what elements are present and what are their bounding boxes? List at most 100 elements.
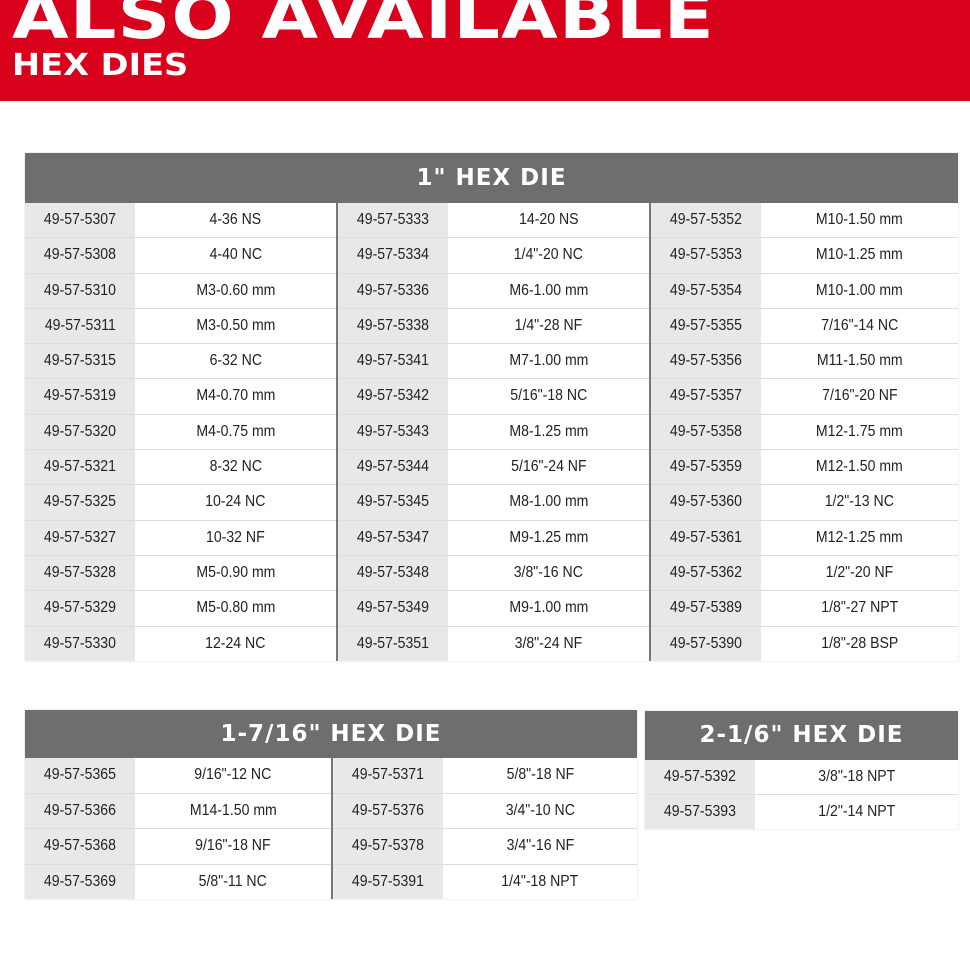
thread-size: M5-0.80 mm bbox=[135, 591, 336, 626]
thread-size: 1/4"-20 NC bbox=[448, 238, 649, 273]
thread-size: 9/16"-12 NC bbox=[135, 758, 331, 793]
thread-size-text: 1/2"-14 NPT bbox=[818, 803, 895, 820]
banner: ALSO AVAILABLE HEX DIES bbox=[0, 0, 970, 101]
part-number-text: 49-57-5342 bbox=[356, 387, 430, 405]
table-title: 1" HEX DIE bbox=[25, 153, 958, 203]
table-row: 49-57-5333 14-20 NS bbox=[338, 203, 649, 239]
part-number: 49-57-5347 bbox=[338, 520, 448, 555]
table-row: 49-57-5356 M11-1.50 mm bbox=[651, 344, 958, 380]
thread-size-text: 3/4"-16 NF bbox=[506, 837, 574, 854]
part-number-text: 49-57-5358 bbox=[669, 422, 743, 440]
thread-size: 7/16"-14 NC bbox=[761, 308, 958, 344]
part-number-text: 49-57-5319 bbox=[43, 387, 117, 405]
part-number: 49-57-5357 bbox=[651, 379, 761, 414]
part-number: 49-57-5358 bbox=[651, 414, 761, 450]
table-row: 49-57-5359 M12-1.50 mm bbox=[651, 450, 958, 486]
part-number-text: 49-57-5362 bbox=[669, 563, 743, 581]
part-number-text: 49-57-5338 bbox=[356, 316, 430, 334]
part-number-text: 49-57-5354 bbox=[669, 281, 743, 299]
part-number: 49-57-5345 bbox=[338, 485, 448, 520]
part-number: 49-57-5393 bbox=[645, 795, 755, 829]
thread-size: 1/8"-27 NPT bbox=[761, 591, 958, 626]
thread-size: 1/2"-20 NF bbox=[761, 555, 958, 591]
table-row: 49-57-5393 1/2"-14 NPT bbox=[645, 795, 958, 829]
part-number-text: 49-57-5348 bbox=[356, 563, 430, 581]
thread-size: 4-40 NC bbox=[135, 238, 336, 273]
table-row: 49-57-5389 1/8"-27 NPT bbox=[651, 591, 958, 627]
table-row: 49-57-5325 10-24 NC bbox=[25, 485, 336, 521]
part-number: 49-57-5362 bbox=[651, 555, 761, 591]
thread-size: 12-24 NC bbox=[135, 626, 336, 661]
thread-size-text: M12-1.50 mm bbox=[816, 458, 903, 476]
table-row: 49-57-5347 M9-1.25 mm bbox=[338, 520, 649, 556]
thread-size-text: 5/8"-18 NF bbox=[506, 766, 574, 783]
part-number: 49-57-5315 bbox=[25, 344, 135, 379]
table-row: 49-57-5362 1/2"-20 NF bbox=[651, 555, 958, 592]
thread-size: 1/4"-18 NPT bbox=[443, 864, 637, 899]
banner-subtitle: HEX DIES bbox=[12, 48, 189, 83]
table-row: 49-57-5342 5/16"-18 NC bbox=[338, 379, 649, 415]
part-number: 49-57-5356 bbox=[651, 344, 761, 379]
part-number: 49-57-5343 bbox=[338, 414, 448, 450]
table-row: 49-57-5319 M4-0.70 mm bbox=[25, 379, 336, 415]
table-1-7-16-inch-hex-die: 1-7/16" HEX DIE 49-57-5365 9/16"-12 NC 49-5… bbox=[25, 710, 637, 899]
part-number: 49-57-5327 bbox=[25, 520, 135, 555]
part-number: 49-57-5342 bbox=[338, 379, 448, 414]
table-row: 49-57-5341 M7-1.00 mm bbox=[338, 344, 649, 380]
part-number: 49-57-5353 bbox=[651, 238, 761, 273]
part-number-text: 49-57-5389 bbox=[669, 599, 743, 617]
thread-size: 3/8"-24 NF bbox=[448, 626, 649, 661]
thread-size: M12-1.25 mm bbox=[761, 520, 958, 555]
table-row: 49-57-5376 3/4"-10 NC bbox=[333, 793, 637, 829]
thread-size-text: 1/2"-13 NC bbox=[824, 493, 895, 511]
thread-size-text: 7/16"-20 NF bbox=[821, 387, 898, 405]
part-number: 49-57-5348 bbox=[338, 555, 448, 591]
thread-size: 5/16"-24 NF bbox=[448, 450, 649, 485]
thread-size: 6-32 NC bbox=[135, 344, 336, 379]
thread-size-text: M12-1.25 mm bbox=[816, 528, 903, 546]
thread-size-text: M5-0.90 mm bbox=[195, 563, 276, 581]
table-row: 49-57-5328 M5-0.90 mm bbox=[25, 555, 336, 592]
table-row: 49-57-5344 5/16"-24 NF bbox=[338, 450, 649, 486]
thread-size: M14-1.50 mm bbox=[135, 793, 331, 828]
part-number: 49-57-5365 bbox=[25, 758, 135, 793]
table-row: 49-57-5358 M12-1.75 mm bbox=[651, 414, 958, 451]
part-number-text: 49-57-5341 bbox=[356, 352, 430, 370]
thread-size: M9-1.00 mm bbox=[448, 591, 649, 626]
thread-size: M10-1.00 mm bbox=[761, 273, 958, 308]
column-group: 49-57-5333 14-20 NS 49-57-5334 1/4"-20 NC 49… bbox=[338, 203, 651, 661]
thread-size: M12-1.75 mm bbox=[761, 414, 958, 450]
part-number-text: 49-57-5330 bbox=[43, 634, 117, 652]
part-number-text: 49-57-5327 bbox=[43, 528, 117, 546]
thread-size-text: 3/4"-10 NC bbox=[505, 801, 575, 819]
thread-size: 5/8"-11 NC bbox=[135, 864, 331, 899]
part-number-text: 49-57-5361 bbox=[669, 528, 743, 546]
part-number: 49-57-5336 bbox=[338, 273, 448, 308]
thread-size-text: 4-36 NS bbox=[209, 211, 262, 228]
table-grid: 49-57-5392 3/8"-18 NPT 49-57-5393 1/2"-14 N… bbox=[645, 760, 958, 829]
table-row: 49-57-5329 M5-0.80 mm bbox=[25, 591, 336, 627]
part-number: 49-57-5333 bbox=[338, 203, 448, 238]
part-number: 49-57-5321 bbox=[25, 450, 135, 485]
part-number: 49-57-5390 bbox=[651, 626, 761, 661]
table-row: 49-57-5366 M14-1.50 mm bbox=[25, 793, 331, 829]
part-number: 49-57-5361 bbox=[651, 520, 761, 555]
thread-size-text: 12-24 NC bbox=[205, 634, 266, 652]
part-number: 49-57-5329 bbox=[25, 591, 135, 626]
thread-size-text: M10-1.00 mm bbox=[816, 281, 903, 299]
part-number: 49-57-5391 bbox=[333, 864, 443, 899]
table-row: 49-57-5361 M12-1.25 mm bbox=[651, 520, 958, 556]
part-number-text: 49-57-5336 bbox=[356, 281, 430, 299]
part-number-text: 49-57-5334 bbox=[356, 246, 430, 264]
thread-size-text: 3/8"-18 NPT bbox=[818, 768, 895, 785]
part-number-text: 49-57-5328 bbox=[43, 563, 117, 581]
thread-size-text: 1/2"-20 NF bbox=[825, 563, 894, 581]
part-number-text: 49-57-5329 bbox=[43, 599, 117, 617]
part-number-text: 49-57-5391 bbox=[351, 872, 425, 890]
thread-size: M3-0.60 mm bbox=[135, 273, 336, 308]
thread-size: 1/4"-28 NF bbox=[448, 308, 649, 344]
thread-size: M6-1.00 mm bbox=[448, 273, 649, 308]
table-title: 2-1/6" HEX DIE bbox=[645, 711, 958, 760]
table-row: 49-57-5345 M8-1.00 mm bbox=[338, 485, 649, 521]
thread-size: 5/8"-18 NF bbox=[443, 758, 637, 793]
